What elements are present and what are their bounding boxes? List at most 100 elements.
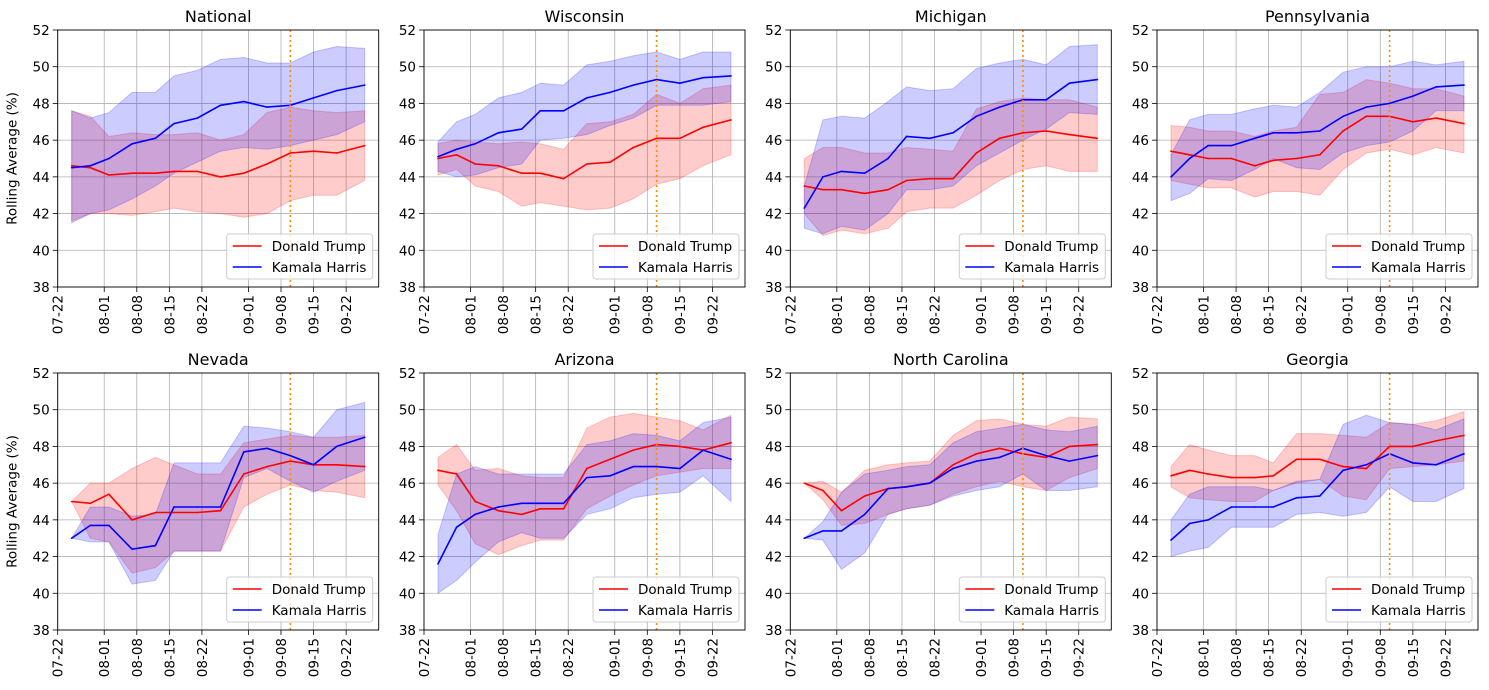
y-tick-label: 48 bbox=[765, 96, 782, 112]
harris-point bbox=[1342, 115, 1344, 118]
trump-point bbox=[632, 449, 635, 451]
trump-point bbox=[266, 163, 268, 165]
trump-point bbox=[242, 172, 245, 174]
subplot-title: Pennsylvania bbox=[1265, 7, 1370, 26]
harris-point bbox=[609, 91, 611, 94]
harris-point bbox=[1463, 84, 1465, 86]
harris-point bbox=[679, 82, 681, 85]
legend: Donald Trump Kamala Harris bbox=[592, 233, 740, 280]
y-tick-label: 38 bbox=[33, 280, 50, 296]
x-tick-label: 09-08 bbox=[274, 638, 290, 677]
y-tick-label: 48 bbox=[33, 96, 50, 112]
x-tick-label: 08-08 bbox=[1229, 638, 1245, 677]
axes-frame bbox=[1156, 372, 1479, 631]
trump-point bbox=[887, 188, 889, 191]
y-tick-label: 50 bbox=[1132, 60, 1149, 76]
x-tick-label: 09-15 bbox=[1039, 295, 1055, 334]
harris-point bbox=[998, 456, 1001, 459]
harris-point bbox=[1412, 95, 1414, 97]
harris-point bbox=[1295, 132, 1298, 134]
trump-point bbox=[131, 172, 133, 174]
trump-point bbox=[822, 489, 824, 492]
y-tick-label: 38 bbox=[1132, 280, 1149, 296]
trump-point bbox=[1045, 130, 1047, 132]
y-tick-label: 42 bbox=[1132, 550, 1149, 566]
x-tick-label: 08-15 bbox=[529, 295, 545, 334]
harris-point bbox=[1253, 506, 1256, 508]
x-tick-label: 08-08 bbox=[862, 295, 878, 334]
axes-frame bbox=[423, 29, 746, 288]
x-tick-label: 08-22 bbox=[561, 638, 577, 677]
trump-point bbox=[89, 502, 92, 505]
trump-point bbox=[1319, 458, 1321, 461]
harris-point bbox=[336, 445, 338, 448]
trump-point bbox=[998, 447, 1001, 450]
trump-point bbox=[1435, 440, 1437, 442]
harris-point bbox=[905, 486, 908, 488]
harris-point bbox=[905, 135, 908, 138]
x-tick-label: 08-08 bbox=[130, 638, 146, 677]
harris-point bbox=[929, 137, 931, 140]
axes-frame bbox=[1156, 29, 1479, 288]
y-tick-label: 48 bbox=[1132, 96, 1149, 112]
trump-point bbox=[1188, 154, 1191, 156]
trump-point bbox=[154, 172, 157, 174]
trump-point bbox=[312, 150, 315, 152]
harris-line bbox=[437, 75, 732, 158]
trump-point bbox=[952, 463, 954, 466]
legend-label-trump: Donald Trump bbox=[1371, 239, 1465, 255]
trump-point bbox=[437, 157, 439, 160]
subplot-arizona: 07-22 08-01 08-08 08-15 08-22 09-01 09-08 09-15… bbox=[399, 350, 746, 677]
harris-point bbox=[336, 89, 338, 92]
harris-point bbox=[196, 117, 199, 119]
legend-label-harris: Kamala Harris bbox=[1004, 603, 1099, 619]
y-tick-label: 46 bbox=[399, 476, 416, 492]
harris-point bbox=[520, 502, 523, 505]
x-tick-label: 09-15 bbox=[673, 295, 689, 334]
x-tick-label: 09-22 bbox=[705, 295, 721, 334]
harris-range-band bbox=[71, 45, 366, 224]
harris-point bbox=[822, 530, 824, 532]
trump-point bbox=[730, 441, 732, 444]
trump-point bbox=[1463, 122, 1465, 125]
x-tick-label: 08-08 bbox=[1229, 295, 1245, 334]
harris-point bbox=[975, 115, 978, 118]
trump-point bbox=[1365, 115, 1368, 118]
subplot-georgia: 07-22 08-01 08-08 08-15 08-22 09-01 09-08 09-15… bbox=[1132, 350, 1479, 677]
trump-point bbox=[289, 460, 292, 462]
harris-point bbox=[437, 155, 439, 158]
y-tick-label: 44 bbox=[33, 513, 50, 529]
harris-point bbox=[655, 465, 658, 468]
trump-point bbox=[1342, 130, 1344, 132]
x-tick-label: 09-22 bbox=[339, 295, 355, 334]
trump-point bbox=[266, 465, 268, 468]
subplot-title: Michigan bbox=[915, 7, 987, 26]
harris-point bbox=[219, 104, 222, 107]
harris-point bbox=[89, 165, 92, 167]
harris-point bbox=[586, 476, 588, 479]
trump-point bbox=[1412, 120, 1414, 123]
harris-point bbox=[131, 548, 133, 551]
y-tick-label: 52 bbox=[765, 366, 782, 382]
trump-point bbox=[1295, 458, 1298, 461]
y-tick-label: 44 bbox=[1132, 513, 1149, 529]
trump-point bbox=[242, 473, 245, 475]
subplot-north-carolina: 07-22 08-01 08-08 08-15 08-22 09-01 09-08 09-15… bbox=[765, 350, 1112, 677]
harris-point bbox=[679, 467, 681, 470]
trump-point bbox=[840, 188, 843, 191]
trump-point bbox=[437, 469, 439, 472]
y-tick-label: 42 bbox=[1132, 207, 1149, 223]
subplot-title: National bbox=[185, 7, 252, 26]
trump-point bbox=[998, 137, 1001, 140]
harris-point bbox=[437, 563, 439, 565]
x-tick-label: 07-22 bbox=[51, 295, 67, 334]
trump-point bbox=[803, 185, 806, 187]
y-tick-label: 40 bbox=[1132, 586, 1149, 602]
x-tick-label: 09-08 bbox=[1007, 295, 1023, 334]
trump-point bbox=[520, 513, 523, 516]
harris-point bbox=[803, 537, 806, 540]
trump-point bbox=[952, 177, 954, 180]
harris-point bbox=[632, 84, 635, 86]
x-tick-label: 08-15 bbox=[162, 295, 178, 334]
harris-point bbox=[730, 458, 732, 461]
